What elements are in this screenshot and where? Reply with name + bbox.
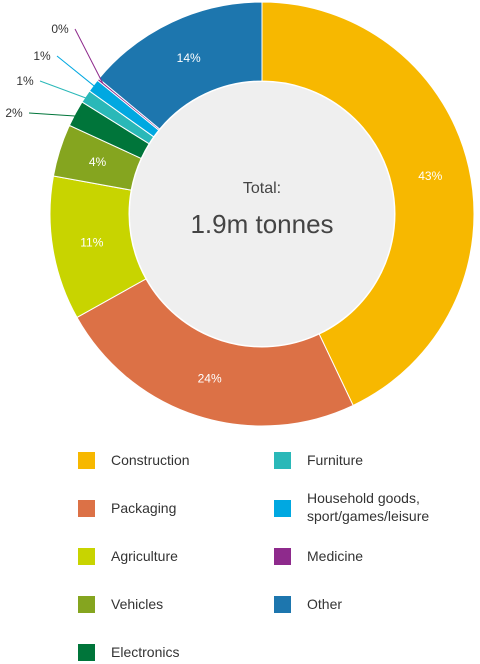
slice-label-medicine: 0% <box>51 22 69 36</box>
leader-line-furniture <box>39 80 91 101</box>
legend-item-vehicles: Vehicles <box>78 592 163 613</box>
slice-packaging <box>76 278 354 427</box>
legend-item-construction: Construction <box>78 448 190 469</box>
legend-swatch <box>78 596 95 613</box>
legend-swatch <box>78 500 95 517</box>
center-total: 1.9m tonnes <box>190 209 333 239</box>
legend-swatch <box>274 548 291 565</box>
legend-label: Furniture <box>307 452 364 468</box>
legend: Construction Packaging Agriculture Vehic… <box>78 448 458 664</box>
legend-swatch <box>274 452 291 469</box>
slice-label-other: 14% <box>177 51 201 65</box>
slice-labels: 43%24%11%4%2%1%1%0%14% <box>5 22 442 385</box>
slice-label-electronics: 2% <box>5 106 23 120</box>
legend-item-other: Other <box>274 592 342 613</box>
slice-label-packaging: 24% <box>198 371 222 385</box>
legend-label: Packaging <box>111 500 177 516</box>
legend-label: Vehicles <box>111 596 164 612</box>
legend-item-furniture: Furniture <box>274 448 363 469</box>
legend-label-line2: sport/games/leisure <box>307 508 430 524</box>
slice-label-household-goods-sport-games-leisure: 1% <box>33 49 51 63</box>
legend-label: Agriculture <box>111 548 178 564</box>
leader-line-medicine <box>74 28 104 84</box>
legend-item-electronics: Electronics <box>78 640 179 661</box>
legend-label: Medicine <box>307 548 364 564</box>
slice-label-construction: 43% <box>418 169 442 183</box>
slice-label-furniture: 1% <box>16 74 34 88</box>
slice-construction <box>261 1 475 407</box>
slice-label-vehicles: 4% <box>89 155 107 169</box>
donut-chart: 43%24%11%4%2%1%1%0%14% Total: 1.9m tonne… <box>5 1 475 427</box>
legend-label: Construction <box>111 452 190 468</box>
legend-item-household-goods: Household goods, sport/games/leisure <box>274 486 429 525</box>
legend-item-agriculture: Agriculture <box>78 544 178 565</box>
slice-other <box>98 1 263 130</box>
legend-swatch <box>78 452 95 469</box>
leader-lines <box>28 28 104 117</box>
leader-line-electronics <box>28 112 81 117</box>
legend-swatch <box>78 548 95 565</box>
donut-slices <box>49 1 475 427</box>
legend-swatch <box>274 596 291 613</box>
donut-center <box>130 82 394 346</box>
center-title: Total: <box>243 180 281 197</box>
legend-swatch <box>78 644 95 661</box>
legend-label-line1: Household goods, <box>307 490 420 506</box>
leader-line-household-goods-sport-games-leisure <box>56 55 99 90</box>
slice-label-agriculture: 11% <box>80 235 103 249</box>
legend-label: Household goods, sport/games/leisure <box>307 486 429 525</box>
legend-item-medicine: Medicine <box>274 544 363 565</box>
legend-swatch <box>274 500 291 517</box>
legend-label: Electronics <box>111 644 180 660</box>
legend-item-packaging: Packaging <box>78 496 176 517</box>
legend-label: Other <box>307 596 343 612</box>
